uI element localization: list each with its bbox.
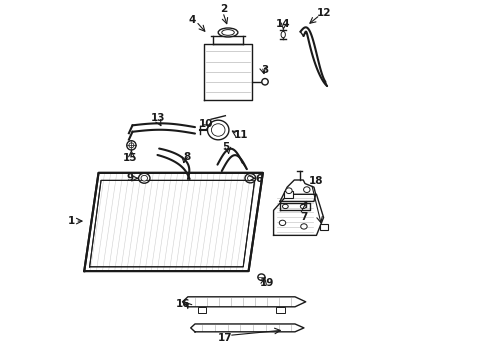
- Text: 4: 4: [189, 15, 196, 25]
- Polygon shape: [182, 297, 306, 307]
- Ellipse shape: [281, 31, 285, 38]
- Bar: [284, 192, 293, 198]
- Bar: [198, 307, 206, 313]
- Text: 18: 18: [309, 176, 323, 186]
- Text: 19: 19: [260, 278, 274, 288]
- Text: 14: 14: [276, 18, 291, 28]
- Text: 6: 6: [255, 174, 262, 184]
- Text: 12: 12: [317, 8, 331, 18]
- Text: 13: 13: [151, 113, 166, 123]
- Ellipse shape: [301, 224, 307, 229]
- Ellipse shape: [141, 175, 147, 181]
- Text: 7: 7: [300, 212, 308, 222]
- Ellipse shape: [127, 141, 136, 150]
- Text: 16: 16: [176, 299, 191, 309]
- Ellipse shape: [129, 143, 134, 148]
- Ellipse shape: [207, 120, 229, 140]
- Ellipse shape: [304, 187, 310, 193]
- Ellipse shape: [247, 176, 253, 181]
- Text: 2: 2: [220, 4, 227, 14]
- Text: 5: 5: [222, 142, 229, 152]
- Text: 11: 11: [233, 130, 248, 140]
- Ellipse shape: [245, 174, 256, 183]
- Text: 1: 1: [68, 216, 75, 226]
- Ellipse shape: [218, 28, 238, 37]
- Ellipse shape: [262, 78, 268, 85]
- Ellipse shape: [222, 30, 234, 35]
- Ellipse shape: [139, 173, 150, 183]
- Polygon shape: [273, 194, 323, 235]
- Text: 8: 8: [184, 152, 191, 162]
- Ellipse shape: [300, 204, 306, 208]
- Text: 17: 17: [218, 333, 233, 343]
- Text: 3: 3: [261, 65, 269, 75]
- Ellipse shape: [211, 124, 225, 136]
- Bar: [276, 307, 285, 313]
- Ellipse shape: [258, 274, 265, 280]
- Ellipse shape: [279, 220, 286, 226]
- Bar: [320, 224, 328, 230]
- Ellipse shape: [283, 204, 288, 208]
- Polygon shape: [191, 324, 304, 332]
- Text: 15: 15: [122, 153, 137, 163]
- Polygon shape: [280, 180, 316, 202]
- Text: 9: 9: [126, 173, 134, 183]
- Ellipse shape: [286, 188, 292, 194]
- Text: 10: 10: [198, 118, 213, 129]
